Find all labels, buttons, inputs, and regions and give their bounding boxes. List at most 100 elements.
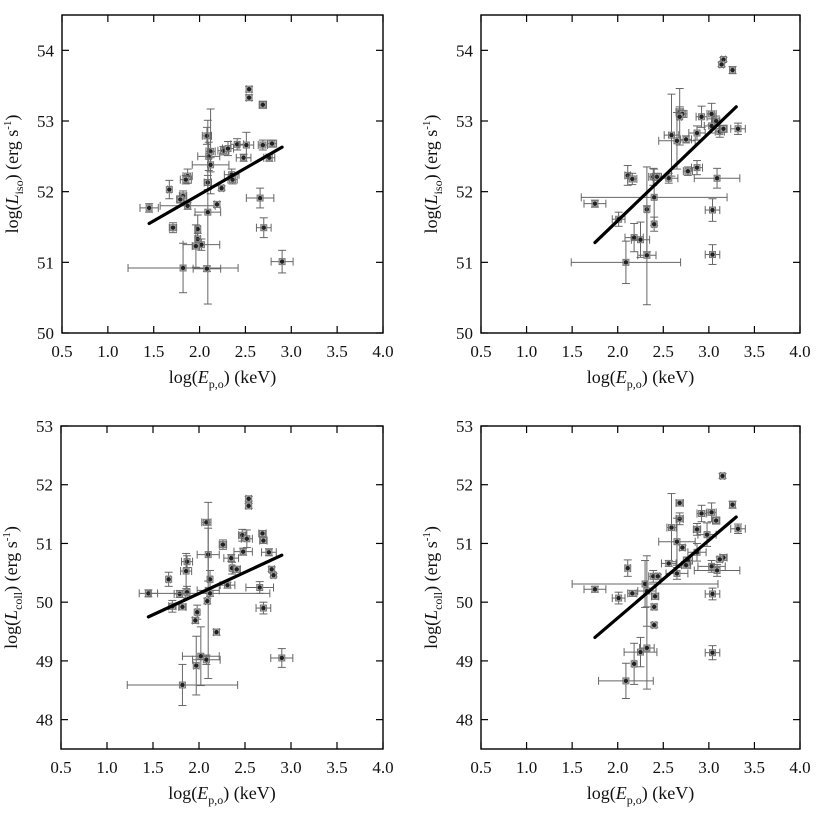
fit-line: [146, 553, 284, 619]
panel-bottom-right: 0.5 1.0 1.5 2.0 2.5 3.0 3.5 4.0 48 49 50 51 52 53 log(…: [421, 417, 811, 807]
marker: [257, 195, 263, 201]
marker: [214, 202, 220, 207]
data-point: [650, 592, 660, 601]
marker: [699, 511, 704, 516]
data-point: [245, 85, 254, 94]
axis-label-var: E: [615, 367, 627, 387]
marker: [225, 146, 231, 151]
x-tick-label: 3.0: [281, 342, 302, 361]
axis-label-pre: log(: [421, 620, 442, 649]
marker: [241, 155, 246, 160]
marker: [674, 539, 680, 544]
axis-label-post: ) (keV): [223, 783, 275, 804]
data-point: [233, 547, 253, 556]
marker: [204, 657, 209, 662]
axis-label-sub: p,o: [627, 793, 642, 807]
data-point: [650, 216, 659, 232]
y-tick-label: 50: [456, 593, 473, 612]
axis-label-sup: -1: [421, 121, 433, 130]
data-point: [658, 112, 696, 170]
data-point: [258, 529, 267, 538]
data-point: [704, 244, 721, 265]
marker: [735, 526, 741, 531]
data-point: [173, 589, 186, 598]
x-tick-label: 3.5: [326, 758, 347, 777]
y-tick-label: 49: [456, 652, 473, 671]
axis-label-sub: iso: [431, 180, 445, 194]
data-point: [706, 502, 717, 523]
data-point: [176, 195, 185, 204]
marker: [260, 531, 265, 536]
axis-label-var: E: [615, 783, 627, 803]
data-point: [245, 581, 275, 594]
marker: [261, 538, 266, 543]
marker: [623, 678, 629, 684]
marker: [625, 565, 630, 571]
marker: [204, 266, 210, 271]
data-point: [717, 60, 726, 69]
data-point: [266, 139, 278, 148]
y-tick-label: 50: [37, 324, 54, 343]
data-point: [191, 616, 200, 625]
y-tick-label: 53: [456, 417, 473, 436]
x-tick-label: 4.0: [372, 758, 393, 777]
marker: [719, 62, 724, 67]
data-point: [192, 654, 221, 665]
data-point: [639, 606, 655, 690]
marker: [644, 253, 650, 258]
marker: [193, 618, 198, 623]
data-point: [650, 602, 659, 611]
axis-label-var: L: [421, 194, 441, 205]
marker: [714, 568, 720, 573]
data-point: [678, 543, 687, 552]
marker: [261, 605, 266, 611]
x-tick-label: 0.5: [50, 758, 71, 777]
data-point: [623, 636, 658, 668]
data-point: [245, 93, 254, 102]
fit-line: [147, 145, 284, 226]
data-point: [168, 222, 178, 234]
axis-label-post: ) (keV): [224, 367, 276, 388]
data-point: [693, 167, 741, 189]
y-tick-label: 48: [36, 711, 53, 730]
marker: [180, 265, 186, 271]
data-point: [179, 174, 192, 185]
data-point: [258, 100, 268, 109]
marker: [651, 221, 657, 227]
x-tick-label: 1.5: [562, 342, 583, 361]
data-point: [218, 539, 228, 550]
marker: [185, 203, 190, 208]
data-point: [611, 591, 626, 605]
marker: [220, 542, 226, 547]
marker: [644, 645, 650, 651]
data-point: [257, 139, 268, 151]
data-point: [240, 529, 253, 549]
marker: [193, 243, 199, 249]
marker: [183, 568, 189, 574]
data-point: [261, 548, 277, 557]
axis-label-var: L: [421, 610, 441, 621]
data-point: [704, 198, 721, 222]
data-point: [583, 585, 607, 594]
marker: [234, 567, 239, 572]
marker: [240, 549, 246, 554]
marker: [677, 114, 682, 119]
marker: [198, 654, 204, 659]
data-point: [206, 569, 215, 589]
marker: [651, 622, 657, 628]
data-point: [217, 184, 226, 193]
data-point: [624, 222, 644, 253]
marker: [694, 527, 700, 532]
x-tick-label: 3.0: [698, 342, 719, 361]
axis-label-sup: -1: [421, 532, 433, 541]
x-tick-label: 2.5: [653, 342, 674, 361]
marker: [260, 142, 266, 148]
marker: [669, 525, 674, 530]
marker: [219, 185, 224, 191]
y-tick-label: 51: [36, 534, 53, 553]
marker: [279, 259, 285, 264]
x-tick-label: 1.5: [143, 342, 164, 361]
plot-frame: [480, 14, 801, 334]
y-tick-label: 54: [456, 41, 474, 60]
fit-line: [593, 515, 738, 640]
